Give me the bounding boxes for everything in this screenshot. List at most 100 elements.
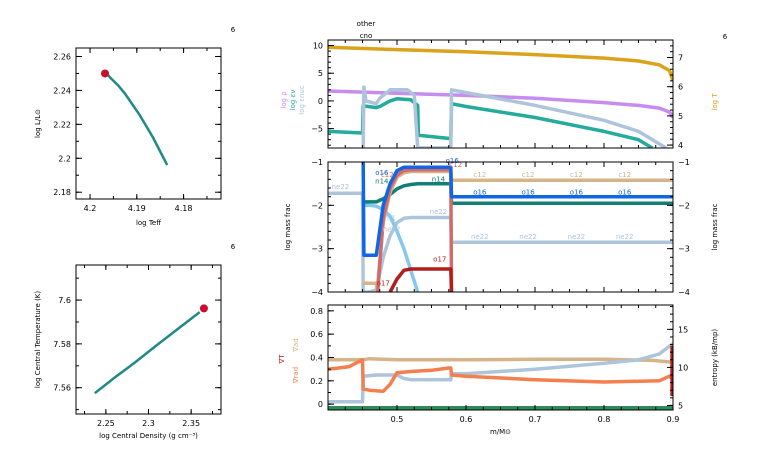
mid-isotope-label: c12 <box>381 171 394 179</box>
center-y-label: log Central Temperature (K) <box>34 291 42 388</box>
mid-isotope-label: o17 <box>433 256 446 264</box>
bottom-x-axis: 0.5 0.6 0.7 0.8 0.9 <box>327 305 680 424</box>
mid-isotope-label: o16 <box>521 189 535 197</box>
x-tick-label: 0.5 <box>391 415 404 424</box>
y-tick-label: −4 <box>311 288 323 297</box>
center-x-axis: 2.25 2.3 2.35 <box>84 265 213 428</box>
y2-tick-label: 6 <box>678 83 683 92</box>
y-tick-label: 0 <box>318 97 323 106</box>
mid-series-h1 <box>363 203 420 292</box>
mid-isotope-label: ne22 <box>616 233 634 241</box>
mid-isotope-label: c12 <box>618 171 631 179</box>
mid-series-group <box>328 162 673 292</box>
mid-isotope-label: h1 <box>387 215 396 223</box>
mid-isotope-label: ne22 <box>519 233 537 241</box>
bottom-y-axis-left: 0 0.2 0.4 0.6 0.8 <box>310 307 334 409</box>
mid-isotope-label: o16 <box>375 169 389 177</box>
y-tick-label: 0.2 <box>310 377 323 386</box>
mid-y-axis-right: −4 −3 −2 −1 <box>667 158 690 297</box>
mid-isotope-label: o16 <box>570 189 584 197</box>
y-tick-label: 0 <box>318 400 323 409</box>
mid-isotope-label: ne22 <box>430 208 448 216</box>
center-x-label: log Central Density (g cm⁻³) <box>99 432 198 440</box>
top-right-axis-label: log T <box>711 93 719 111</box>
y-tick-label: 2.18 <box>53 188 71 197</box>
top-series-log-eps_nu <box>328 96 654 148</box>
x-tick-label: 4.19 <box>128 204 146 213</box>
bottom-right-axis-label: entropy (kB/mp) <box>711 329 719 387</box>
y-tick-label: 7.58 <box>53 340 71 349</box>
mid-isotope-label: ne22 <box>383 225 401 233</box>
top-series-log-rho <box>328 89 673 119</box>
y2-tick-label: −4 <box>678 288 690 297</box>
mid-y-axis-left: −4 −3 −2 −1 <box>311 158 334 297</box>
mid-isotope-label: c12 <box>570 171 583 179</box>
center-y-axis-left: 7.56 7.58 7.6 <box>53 277 82 411</box>
y2-tick-label: −3 <box>678 245 690 254</box>
center-track-line <box>94 311 201 395</box>
hr-x-axis: 4.2 4.19 4.18 <box>84 48 208 213</box>
bottom-series-grad_rad <box>328 358 673 394</box>
bottom-left-axis-label: ∇T <box>278 354 286 365</box>
top-y-axis-left: −5 0 5 10 <box>311 39 334 146</box>
x-tick-label: 0.9 <box>667 415 680 424</box>
hr-track-line <box>105 72 169 166</box>
mid-isotope-label: o16 <box>473 189 487 197</box>
mid-isotope-label: o16 <box>446 157 460 165</box>
mid-isotope-label: ne22 <box>332 183 350 191</box>
center-model-label: 6 <box>231 243 236 251</box>
top-model-label: 6 <box>723 33 728 41</box>
mid-left-axis-label: log mass frac <box>284 203 292 250</box>
mid-right-axis-label: log mass frac <box>711 203 719 250</box>
top-y-axis-right: 4 5 6 7 <box>667 39 683 150</box>
y-tick-label: 2.22 <box>53 120 71 129</box>
mid-series-c13 <box>375 168 454 292</box>
y-tick-label: 2.24 <box>53 86 71 95</box>
y2-tick-label: 7 <box>678 54 683 63</box>
top-left-axis-label: log εν <box>289 90 297 111</box>
hr-y-label: log L/L⊙ <box>34 109 42 138</box>
y2-tick-label: 5 <box>678 112 683 121</box>
y-tick-label: 5 <box>318 69 323 78</box>
y-tick-label: −3 <box>311 245 323 254</box>
bottom-left-axis-label: ∇rad <box>292 367 300 384</box>
y-tick-label: −1 <box>311 158 323 167</box>
hr-y-axis-left: 2.18 2.2 2.22 2.24 2.26 <box>53 52 82 197</box>
top-label-other: other <box>357 20 376 28</box>
y-tick-label: 0.4 <box>310 354 323 363</box>
bottom-x-label: m/M⊙ <box>490 428 511 436</box>
hr-y-axis-right <box>215 55 221 193</box>
mid-isotope-label: o17 <box>377 280 390 288</box>
y2-tick-label: 5 <box>678 401 683 410</box>
mid-series-o16 <box>361 162 673 257</box>
mid-isotope-label: n14 <box>432 176 446 184</box>
y-tick-label: 0.8 <box>310 307 323 316</box>
top-series-group <box>328 45 673 148</box>
top-series-log-T <box>328 45 673 82</box>
mid-isotope-label: o16 <box>618 189 632 197</box>
x-tick-label: 4.2 <box>84 204 97 213</box>
x-tick-label: 0.7 <box>529 415 542 424</box>
y-tick-label: −5 <box>311 125 323 134</box>
top-left-axis-label: log εnuc <box>298 85 306 115</box>
center-current-marker <box>199 304 208 313</box>
top-series-log-eps_nuc <box>361 85 668 148</box>
bottom-series-group <box>328 342 673 410</box>
bottom-y-axis-right: 5 10 15 <box>667 306 688 410</box>
y-tick-label: 7.6 <box>58 296 71 305</box>
top-label-cno: cno <box>360 32 373 40</box>
center-y-axis-right <box>215 277 221 411</box>
mid-isotope-label: c12 <box>473 171 486 179</box>
y-tick-label: −2 <box>311 201 323 210</box>
hr-x-label: log Teff <box>136 219 161 227</box>
bottom-series-entropy <box>328 342 673 404</box>
hr-frame <box>75 47 222 200</box>
x-tick-label: 4.18 <box>175 204 193 213</box>
y-tick-label: 0.6 <box>310 330 323 339</box>
y-tick-label: 7.56 <box>53 384 71 393</box>
mid-x-axis <box>327 162 674 292</box>
hr-current-marker <box>101 69 109 78</box>
y2-tick-label: 10 <box>678 363 688 372</box>
mid-isotope-label: ne22 <box>471 233 489 241</box>
